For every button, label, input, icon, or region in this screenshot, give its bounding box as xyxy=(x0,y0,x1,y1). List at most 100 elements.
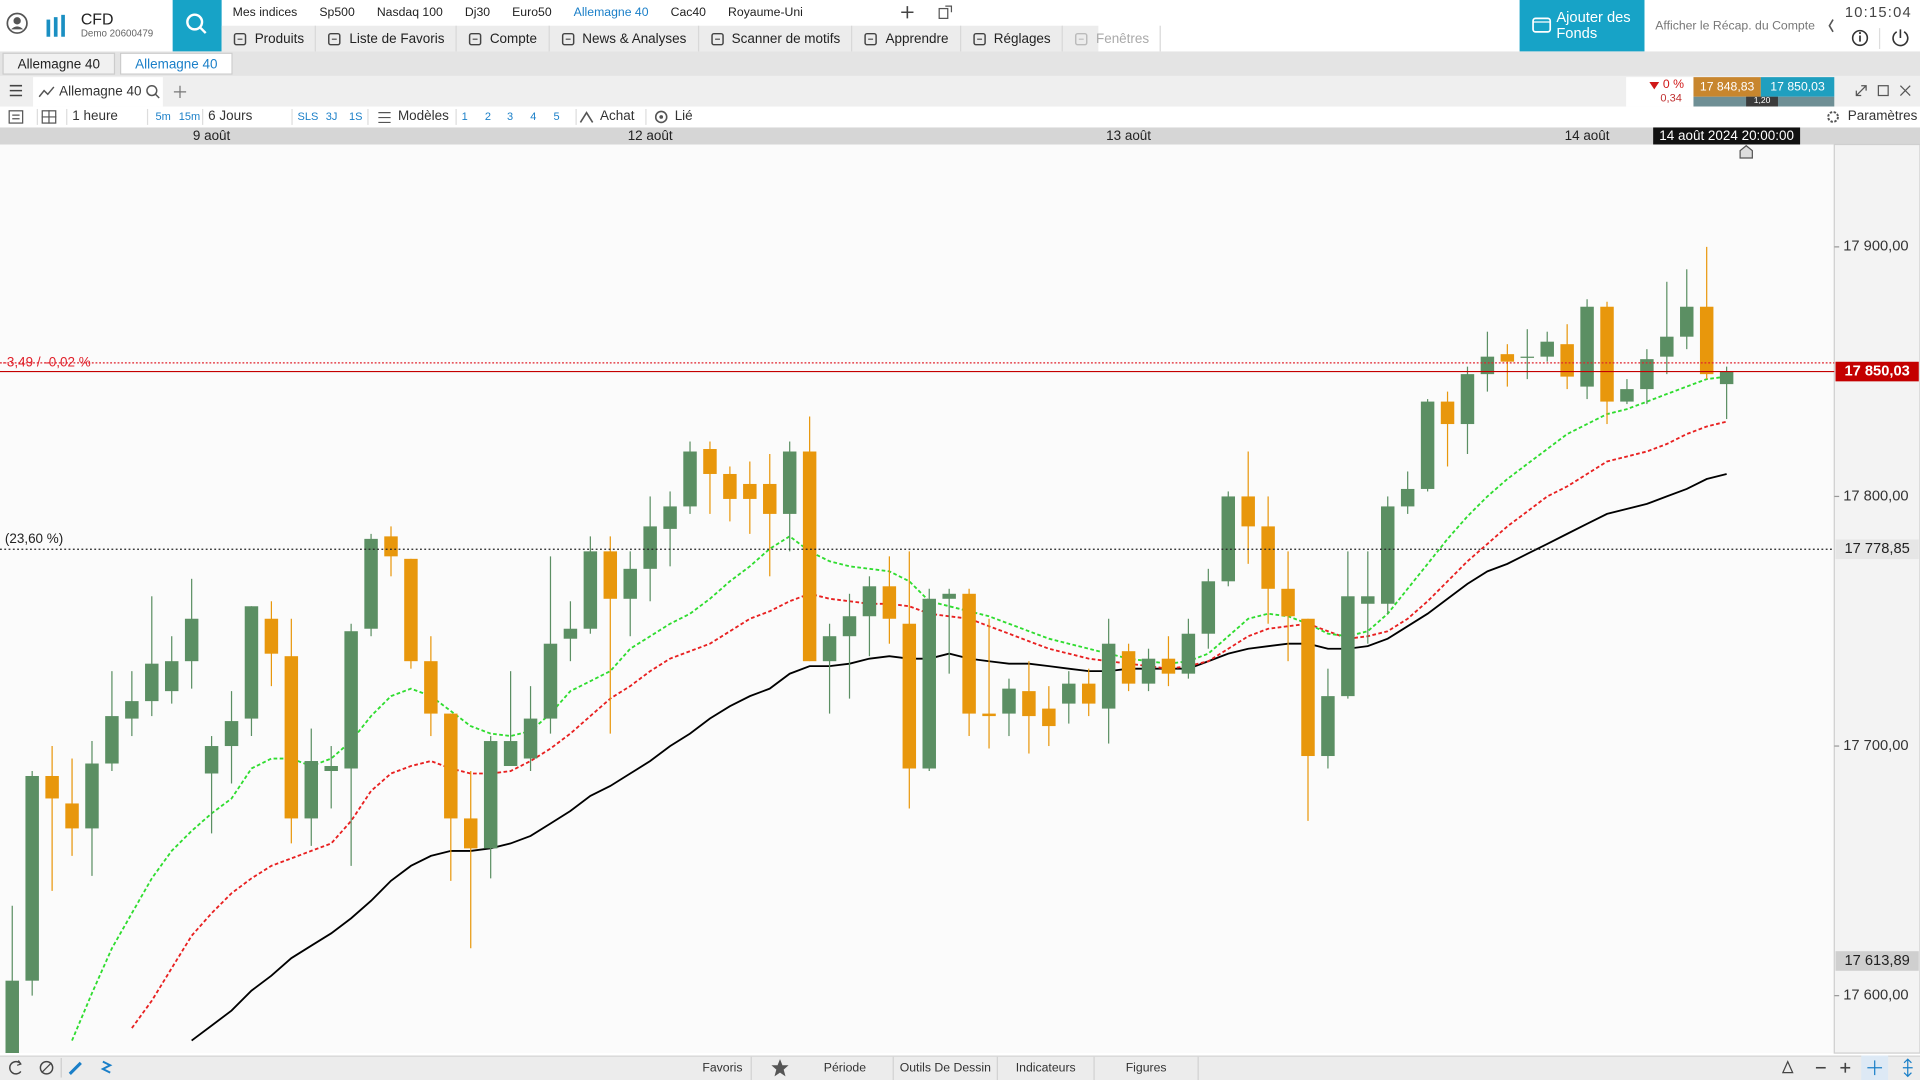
toolbar-item[interactable]: 2 xyxy=(484,110,492,123)
menu-item[interactable]: Scanner de motifs xyxy=(699,25,853,52)
menu-label: Réglages xyxy=(993,31,1051,46)
account-id: Demo 20600479 xyxy=(80,28,154,40)
menu-icon-shape xyxy=(972,32,986,45)
toolbar-item[interactable]: 1 xyxy=(461,110,468,123)
toolbar-item[interactable]: Achat xyxy=(600,108,635,124)
add-chart-icon[interactable] xyxy=(171,83,188,100)
market-tab[interactable]: Mes indices xyxy=(232,5,298,19)
menu-item[interactable]: Compte xyxy=(457,25,550,52)
main-menu: Produits Liste de Favoris Compte News & Ana… xyxy=(221,25,1162,52)
tab-strip xyxy=(0,51,1920,76)
menu-item[interactable]: Liste de Favoris xyxy=(316,25,457,52)
bid-price[interactable]: 17 848,83 xyxy=(1693,77,1761,97)
cursor-box xyxy=(1653,127,1801,145)
tab[interactable]: Allemagne 40 xyxy=(120,52,233,75)
candle-body xyxy=(1440,401,1455,425)
toolbar-item[interactable]: 4 xyxy=(530,110,537,123)
menu-item[interactable]: Réglages xyxy=(961,25,1063,52)
y-tick-label: 17 600,00 xyxy=(1843,988,1908,1004)
market-tab[interactable]: Allemagne 40 xyxy=(573,5,649,19)
candle-body xyxy=(85,763,99,829)
candle-body xyxy=(842,616,857,637)
footer-item[interactable]: Période xyxy=(797,1056,894,1080)
search-button[interactable] xyxy=(172,0,222,52)
candle-body xyxy=(942,593,956,599)
candle-body xyxy=(5,980,19,1054)
candle-body xyxy=(1699,306,1714,375)
candle-body xyxy=(763,483,777,514)
footer-item[interactable]: Figures xyxy=(1095,1056,1199,1080)
menu-icon xyxy=(710,32,724,45)
y-tick-label: 17 800,00 xyxy=(1843,488,1908,504)
candle-body xyxy=(483,741,498,849)
candle-body xyxy=(1241,496,1255,527)
candle-body xyxy=(1500,354,1515,362)
toolbar-item[interactable]: 5 xyxy=(553,110,560,123)
chart: 17 600,00 17 700,00 17 800,00 17 900,00 9 ao… xyxy=(0,127,1920,1054)
add-funds-label: Ajouter des Fonds xyxy=(1556,8,1631,42)
toolbar-item[interactable]: Paramètres xyxy=(1847,108,1918,124)
chart-tab[interactable]: Allemagne 40 xyxy=(33,77,163,107)
toolbar-item[interactable]: 1 heure xyxy=(72,108,118,124)
candle-body xyxy=(1361,596,1375,604)
toolbar-item[interactable]: 1S xyxy=(348,110,363,123)
candle-body xyxy=(1420,401,1435,489)
toolbar-item[interactable]: Lié xyxy=(674,108,693,124)
market-tab[interactable]: Sp500 xyxy=(319,5,355,19)
menu-icon-shape xyxy=(468,32,482,45)
candle-body xyxy=(1161,658,1176,674)
toolbar-divider xyxy=(66,108,68,125)
toolbar-item[interactable]: 6 Jours xyxy=(208,108,253,124)
candle-body xyxy=(105,716,119,764)
add-funds-button[interactable]: Ajouter des Fonds xyxy=(1519,0,1645,52)
menu-icon xyxy=(468,32,482,45)
collapse-icon[interactable] xyxy=(1826,0,1837,51)
footer-left-icons[interactable] xyxy=(0,1056,122,1080)
toolbar-item[interactable]: 5m xyxy=(155,110,171,123)
x-tick-label: 12 août xyxy=(628,128,673,143)
candle-body xyxy=(1002,688,1016,714)
market-tab[interactable]: Euro50 xyxy=(512,5,552,19)
menu-icon xyxy=(1075,32,1088,45)
toolbar-item[interactable]: SLS xyxy=(297,110,319,123)
footer-item[interactable]: Favoris xyxy=(694,1056,752,1080)
account-summary-link[interactable]: Afficher le Récap. du Compte xyxy=(1655,18,1815,33)
market-tab[interactable]: Cac40 xyxy=(670,5,706,19)
detach-icon[interactable] xyxy=(937,4,954,21)
window-icons[interactable] xyxy=(1851,81,1920,101)
market-tab[interactable]: Royaume-Uni xyxy=(728,5,803,19)
candle-body xyxy=(1540,341,1554,357)
toolbar-item[interactable]: 15m xyxy=(178,110,201,123)
footer-right-icons[interactable] xyxy=(1773,1055,1920,1080)
market-tab[interactable]: Nasdaq 100 xyxy=(376,5,443,19)
toolbar-item[interactable]: 3 xyxy=(506,110,514,123)
footer-item[interactable]: Outils De Dessin xyxy=(894,1056,998,1080)
candle-body xyxy=(1400,488,1415,507)
wallet-icon xyxy=(1532,17,1552,33)
down-arrow xyxy=(1649,82,1660,90)
add-market-icon[interactable] xyxy=(900,5,915,20)
toolbar-item[interactable]: 3J xyxy=(325,110,338,123)
menu-item[interactable]: Produits xyxy=(222,25,317,52)
toolbar-item[interactable]: Modèles xyxy=(397,108,449,124)
ask-price[interactable]: 17 850,03 xyxy=(1760,77,1835,97)
candle-body xyxy=(563,628,578,639)
tab[interactable]: Allemagne 40 xyxy=(2,52,116,75)
candle-body xyxy=(1719,371,1734,385)
star-icon[interactable] xyxy=(770,1058,790,1078)
menu-icon xyxy=(233,32,247,45)
menu-icon[interactable] xyxy=(6,82,26,99)
x-tick-label: 9 août xyxy=(193,128,231,143)
candle-body xyxy=(782,451,797,514)
toolbar-divider xyxy=(645,108,647,125)
toolbar-divider xyxy=(455,108,457,125)
footer-item[interactable]: Indicateurs xyxy=(998,1056,1095,1080)
user-icon[interactable] xyxy=(5,11,29,35)
clock: 10:15:04 xyxy=(1844,3,1912,21)
market-tab[interactable]: Dj30 xyxy=(464,5,491,19)
menu-item[interactable]: Apprendre xyxy=(852,25,961,52)
menu-item[interactable]: News & Analyses xyxy=(549,25,699,52)
candle-body xyxy=(1560,344,1574,377)
